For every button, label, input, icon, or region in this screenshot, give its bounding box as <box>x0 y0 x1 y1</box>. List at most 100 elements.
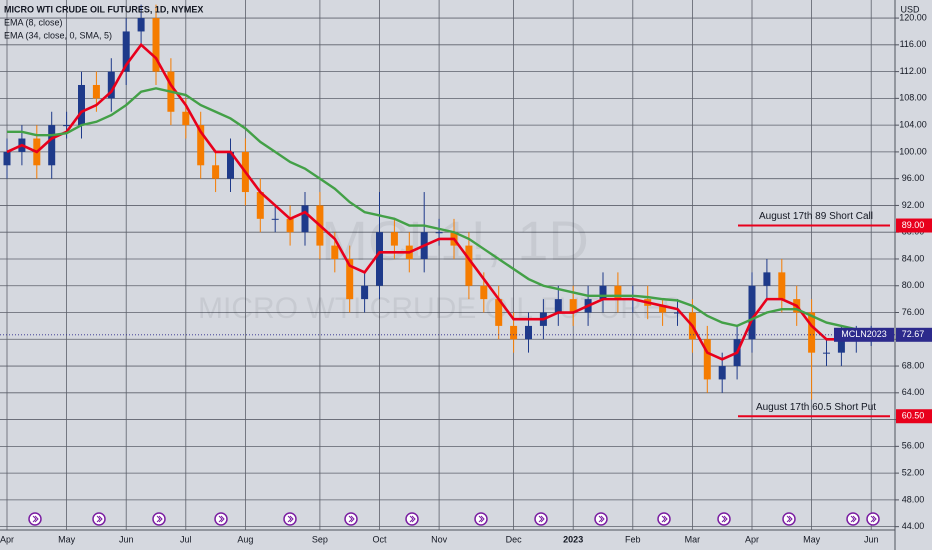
event-icon <box>846 512 860 526</box>
event-icon-glyph <box>478 515 485 523</box>
candle-body <box>182 111 190 126</box>
candle-body <box>197 125 205 166</box>
candle-body <box>823 352 830 354</box>
candle-body <box>286 218 294 233</box>
level-annotation: August 17th 60.5 Short Put <box>756 402 876 413</box>
candle-body <box>376 232 383 286</box>
candle-body <box>674 312 681 314</box>
level-annotation: August 17th 89 Short Call <box>759 211 873 222</box>
y-tick-label: 120.00 <box>899 12 927 22</box>
candle-body <box>569 299 577 313</box>
candle-body <box>495 299 503 326</box>
event-icon <box>152 512 166 526</box>
x-tick-label: May <box>58 534 76 544</box>
price-tag <box>896 409 932 424</box>
y-tick-label: 52.00 <box>902 467 925 477</box>
plot <box>3 4 875 400</box>
currency-label: USD <box>900 4 920 14</box>
symbol-tag-label: MCLN2023 <box>841 329 887 339</box>
y-tick-label: 96.00 <box>902 173 925 183</box>
x-tick-label: Aug <box>237 534 253 544</box>
event-icon <box>657 512 671 526</box>
x-tick-label: Apr <box>0 534 14 544</box>
event-icon-glyph <box>287 515 294 523</box>
event-icon <box>92 512 106 526</box>
y-tick-label: 112.00 <box>900 66 927 76</box>
x-tick-label: Nov <box>431 534 448 544</box>
price-tag-label: 89.00 <box>902 220 925 230</box>
candle-body <box>137 18 145 32</box>
event-icon <box>717 512 731 526</box>
candle-body <box>390 232 398 246</box>
event-icon-glyph <box>218 515 225 523</box>
y-tick-label: 44.00 <box>902 521 925 531</box>
x-tick-label: Feb <box>625 534 641 544</box>
event-icon <box>594 512 608 526</box>
candle-body <box>763 272 771 286</box>
candle-body <box>614 285 622 300</box>
x-tick-label: Jun <box>119 534 134 544</box>
event-icon-glyph <box>96 515 103 523</box>
x-tick-label: Oct <box>372 534 387 544</box>
candle-body <box>703 339 711 380</box>
candle-body <box>748 285 756 340</box>
x-tick-label: Jun <box>864 534 879 544</box>
x-tick-label: Jul <box>180 534 192 544</box>
event-icon-glyph <box>32 515 39 523</box>
candle-body <box>122 31 130 72</box>
x-tick-label: May <box>803 534 821 544</box>
event-icon-glyph <box>786 515 793 523</box>
event-icon-glyph <box>348 515 355 523</box>
y-tick-label: 84.00 <box>902 253 925 263</box>
x-tick-label: Apr <box>745 534 759 544</box>
candle-body <box>63 125 71 127</box>
candle-body <box>465 245 473 286</box>
y-tick-label: 116.00 <box>900 39 927 49</box>
event-icon <box>534 512 548 526</box>
y-tick-label: 80.00 <box>902 280 925 290</box>
candle-body <box>92 84 100 99</box>
grid <box>0 0 895 530</box>
candle-body <box>599 285 607 300</box>
event-icon <box>283 512 297 526</box>
x-tick-label: Dec <box>506 534 523 544</box>
event-icon-glyph <box>721 515 728 523</box>
candle-body <box>3 151 11 166</box>
event-icon-glyph <box>661 515 668 523</box>
y-tick-label: 56.00 <box>902 441 925 451</box>
candle-body <box>659 305 667 313</box>
y-tick-label: 48.00 <box>902 494 925 504</box>
legend-entry: EMA (8, close) <box>4 17 63 27</box>
legend-entry: EMA (34, close, 0, SMA, 5) <box>4 30 112 40</box>
candle-body <box>212 165 220 179</box>
event-icon <box>344 512 358 526</box>
ema-line <box>7 87 872 333</box>
candle-body <box>554 299 562 313</box>
event-icon-glyph <box>850 515 857 523</box>
candle-body <box>331 245 339 259</box>
candle-body <box>435 232 443 234</box>
candle-body <box>107 71 115 99</box>
event-icon-glyph <box>538 515 545 523</box>
candle-body <box>78 84 85 126</box>
x-tick-label: Sep <box>312 534 328 544</box>
event-icon <box>405 512 419 526</box>
candle-body <box>227 151 234 179</box>
event-icon <box>474 512 488 526</box>
candle-body <box>48 125 56 166</box>
candle-body <box>480 285 488 300</box>
candle-body <box>808 312 816 353</box>
chart-title: MICRO WTI CRUDE OIL FUTURES, 1D, NYMEX <box>4 4 203 14</box>
event-icon-glyph <box>870 515 877 523</box>
candle-body <box>152 18 160 72</box>
event-icons <box>28 512 880 526</box>
price-tag-label: 60.50 <box>902 411 925 421</box>
candle-body <box>510 325 518 340</box>
candle-body <box>778 272 786 300</box>
candle-body <box>271 218 279 220</box>
event-icon <box>782 512 796 526</box>
y-tick-label: 68.00 <box>902 360 925 370</box>
y-tick-label: 108.00 <box>899 93 927 103</box>
ema-line <box>6 42 872 361</box>
event-icon <box>214 512 228 526</box>
